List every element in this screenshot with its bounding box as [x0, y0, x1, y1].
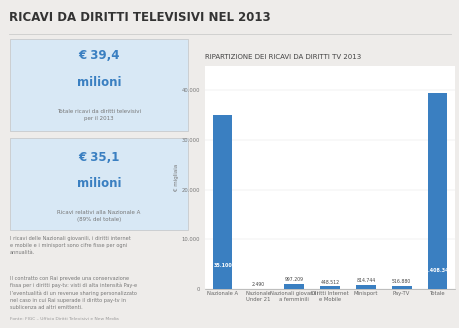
Text: RICAVI DA DIRITTI TELEVISIVI NEL 2013: RICAVI DA DIRITTI TELEVISIVI NEL 2013	[9, 11, 270, 25]
Text: Fonte: FIGC – Ufficio Diritti Televisivi e New Media: Fonte: FIGC – Ufficio Diritti Televisivi…	[10, 318, 118, 321]
Text: milioni: milioni	[77, 177, 121, 190]
Text: 2.490: 2.490	[252, 282, 264, 287]
Bar	[427, 93, 446, 289]
Text: I ricavi delle Nazionali giovanili, i diritti internet
e mobile e i minisport so: I ricavi delle Nazionali giovanili, i di…	[10, 236, 130, 255]
Text: 516.880: 516.880	[391, 279, 410, 284]
Text: 997.209: 997.209	[284, 277, 303, 282]
Y-axis label: € migliaia: € migliaia	[173, 163, 178, 191]
Bar	[213, 115, 232, 289]
Text: 39.408.340: 39.408.340	[421, 268, 452, 273]
FancyBboxPatch shape	[10, 138, 188, 230]
Text: 448.512: 448.512	[320, 280, 339, 285]
Text: Il contratto con Rai prevede una conservazione
fissa per i diritti pay-tv: visti: Il contratto con Rai prevede una conserv…	[10, 276, 137, 310]
Bar	[355, 285, 375, 289]
Text: 814.744: 814.744	[356, 278, 375, 283]
Text: milioni: milioni	[77, 75, 121, 89]
Bar	[284, 284, 303, 289]
Text: RIPARTIZIONE DEI RICAVI DA DIRITTI TV 2013: RIPARTIZIONE DEI RICAVI DA DIRITTI TV 20…	[204, 54, 360, 60]
FancyBboxPatch shape	[10, 39, 188, 131]
Text: € 35,1: € 35,1	[78, 151, 119, 164]
Text: Ricavi relativi alla Nazionale A
(89% del totale): Ricavi relativi alla Nazionale A (89% de…	[57, 211, 140, 222]
Text: 35.100: 35.100	[213, 263, 231, 268]
Text: € 39,4: € 39,4	[78, 49, 119, 62]
Bar	[319, 286, 339, 289]
Text: Totale ricavi da diritti televisivi
per il 2013: Totale ricavi da diritti televisivi per …	[57, 109, 140, 121]
Bar	[391, 286, 411, 289]
